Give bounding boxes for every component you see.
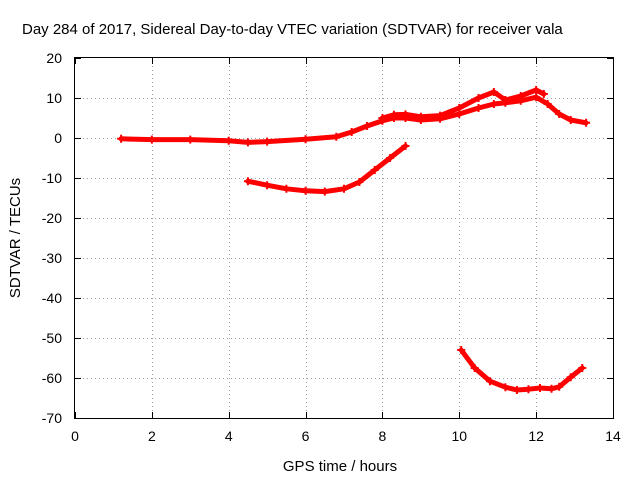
x-axis-label: GPS time / hours: [283, 458, 397, 475]
data-point: [282, 184, 291, 193]
data-point: [263, 137, 272, 146]
data-point: [543, 100, 552, 108]
data-point: [501, 96, 510, 104]
data-point: [363, 122, 372, 130]
data-point: [347, 128, 356, 136]
data-point: [370, 166, 379, 174]
data-point: [566, 116, 575, 124]
x-tick-label: 10: [451, 428, 467, 444]
data-point: [547, 384, 556, 393]
data-point: [301, 135, 310, 144]
y-tick-label: -50: [42, 330, 62, 346]
data-point: [301, 186, 310, 195]
y-tick-label: -30: [42, 250, 62, 266]
x-tick-label: 2: [148, 428, 156, 444]
data-point: [535, 384, 544, 392]
data-point: [555, 110, 564, 118]
data-point: [524, 385, 533, 394]
series-arc-1-upper: [378, 86, 548, 122]
data-point: [501, 383, 510, 392]
x-tick-label: 0: [71, 428, 79, 444]
data-point: [532, 86, 541, 94]
y-tick-label: -20: [42, 210, 62, 226]
series-layer: [117, 86, 591, 394]
series-arc-3: [457, 346, 587, 394]
data-point: [386, 154, 395, 162]
ticks: 0 2 4 6 8 10 12 14 20 10 0 -10 -20 -30 -40 -50 -60 -70: [42, 50, 621, 444]
data-point: [117, 134, 126, 143]
data-point: [416, 112, 425, 121]
x-tick-label: 8: [379, 428, 387, 444]
data-point: [378, 114, 387, 122]
data-point: [470, 364, 479, 372]
data-point: [516, 92, 525, 100]
data-point: [555, 382, 564, 391]
y-tick-label: -10: [42, 170, 62, 186]
data-point: [582, 118, 591, 127]
data-point: [455, 104, 464, 112]
grid: [75, 58, 613, 418]
y-tick-label: 0: [54, 130, 62, 146]
series-line: [245, 143, 408, 195]
y-tick-label: 10: [46, 90, 62, 106]
data-point: [539, 90, 548, 98]
y-tick-label: -70: [42, 410, 62, 426]
y-tick-label: -60: [42, 370, 62, 386]
data-point: [320, 187, 329, 196]
chart-title: Day 284 of 2017, Sidereal Day-to-day VTE…: [22, 21, 563, 38]
series-arc-2: [243, 142, 410, 196]
series-line: [458, 347, 585, 393]
data-point: [332, 132, 341, 141]
data-point: [224, 136, 233, 145]
data-point: [243, 177, 252, 186]
data-point: [486, 377, 495, 386]
data-point: [355, 178, 364, 186]
data-point: [512, 386, 521, 394]
data-point: [457, 346, 466, 354]
data-point: [186, 135, 195, 144]
data-point: [436, 111, 445, 120]
x-tick-label: 12: [528, 428, 544, 444]
y-tick-label: 20: [46, 50, 62, 66]
data-point: [340, 184, 348, 193]
data-point: [474, 104, 483, 112]
data-point: [263, 181, 272, 190]
data-point: [389, 110, 398, 119]
data-point: [243, 138, 252, 147]
plot-frame: [74, 57, 614, 419]
y-tick-label: -40: [42, 290, 62, 306]
data-point: [401, 142, 410, 150]
data-point: [401, 110, 410, 119]
x-tick-label: 14: [605, 428, 621, 444]
x-tick-label: 4: [225, 428, 233, 444]
data-point: [147, 135, 156, 144]
data-point: [489, 100, 498, 108]
data-point: [578, 364, 587, 372]
x-tick-label: 6: [302, 428, 310, 444]
data-point: [532, 93, 541, 102]
data-point: [474, 94, 483, 102]
y-axis-label: SDTVAR / TECUs: [7, 178, 24, 298]
data-point: [566, 373, 575, 382]
data-point: [489, 88, 498, 96]
